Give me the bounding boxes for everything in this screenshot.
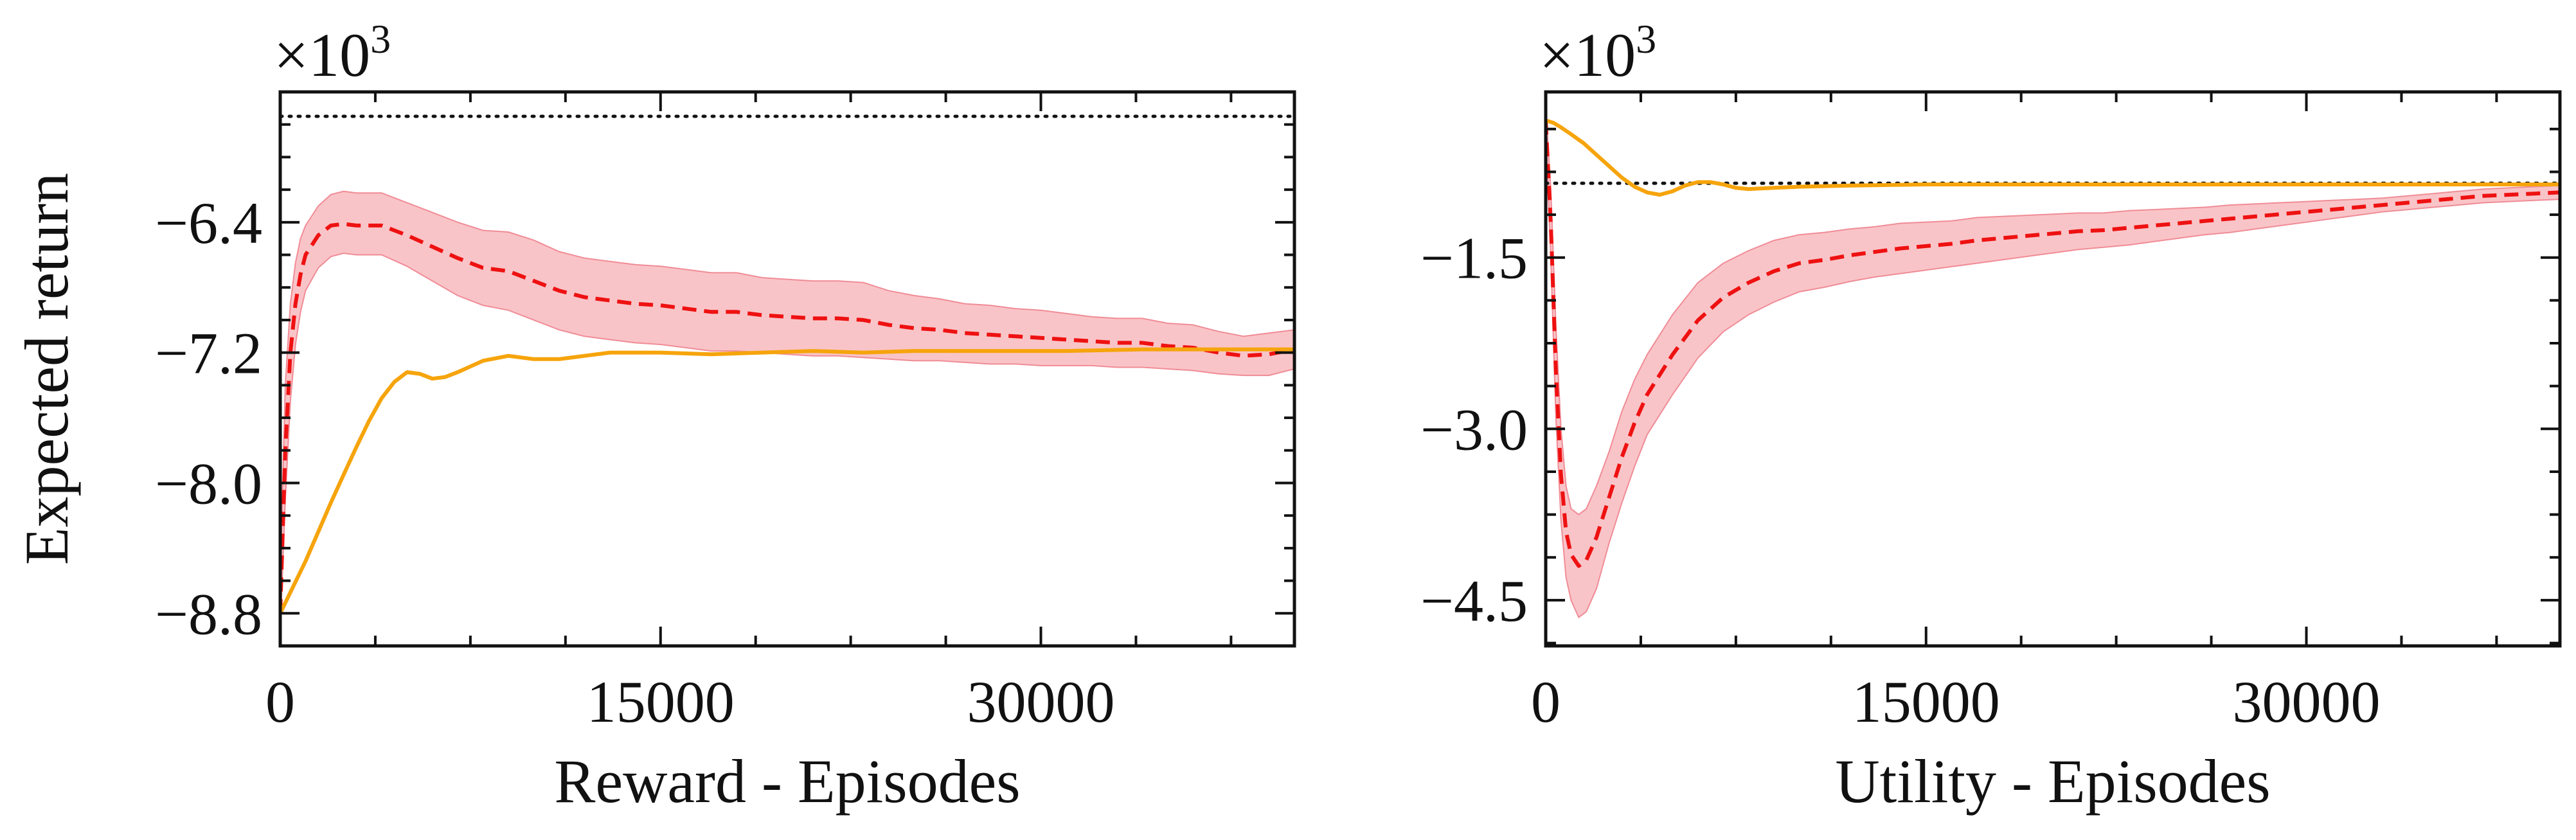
reward-lines	[280, 114, 1294, 614]
utility-x-tick-label: 15000	[1852, 669, 2000, 735]
reward-y-multiplier: ×103	[274, 16, 391, 89]
utility-mean-line	[1546, 120, 2560, 568]
utility-panel: 0 15000 30000 −1.5 −3.0 −4.5 ×103 Utility - E…	[1420, 16, 2562, 816]
utility-confidence-bands	[1546, 109, 2560, 619]
reward-confidence-bands	[280, 190, 1294, 630]
utility-tick-labels: 0 15000 30000 −1.5 −3.0 −4.5	[1420, 226, 2380, 735]
reward-y-tick-label: −7.2	[155, 321, 262, 386]
reward-ticks	[279, 91, 1294, 647]
utility-plot-frame	[1544, 90, 2562, 648]
utility-reference-line	[1546, 118, 2560, 197]
utility-y-tick-label: −3.0	[1420, 397, 1528, 462]
utility-y-tick-label: −1.5	[1420, 226, 1528, 291]
reward-tick-labels: 0 15000 30000 −6.4 −7.2 −8.0 −8.8	[155, 190, 1114, 735]
reward-reference-line	[280, 347, 1294, 614]
utility-lines	[1546, 118, 2560, 568]
utility-ticks	[1544, 92, 2560, 646]
reward-y-tick-label: −8.0	[155, 451, 262, 516]
reward-y-tick-label: −6.4	[155, 190, 262, 256]
utility-y-tick-label: −4.5	[1420, 568, 1528, 634]
reward-x-tick-label: 15000	[587, 669, 735, 735]
utility-x-tick-label: 30000	[2233, 669, 2381, 735]
utility-x-tick-label: 0	[1531, 669, 1561, 735]
utility-y-multiplier: ×103	[1539, 16, 1656, 89]
utility-x-axis-label: Utility - Episodes	[1835, 747, 2270, 816]
reward-x-axis-label: Reward - Episodes	[554, 747, 1020, 816]
reward-mean-band	[280, 190, 1294, 630]
reward-mean-line	[280, 222, 1294, 614]
reward-panel: 0 15000 30000 −6.4 −7.2 −8.0 −8.8 ×103 Reward …	[12, 16, 1296, 816]
reward-plot-frame	[278, 90, 1296, 648]
reward-x-tick-label: 30000	[967, 669, 1115, 735]
y-axis-label: Expected return	[12, 173, 81, 565]
utility-mean-band	[1546, 109, 2560, 619]
reward-x-tick-label: 0	[265, 669, 295, 735]
reward-y-tick-label: −8.8	[155, 581, 262, 647]
